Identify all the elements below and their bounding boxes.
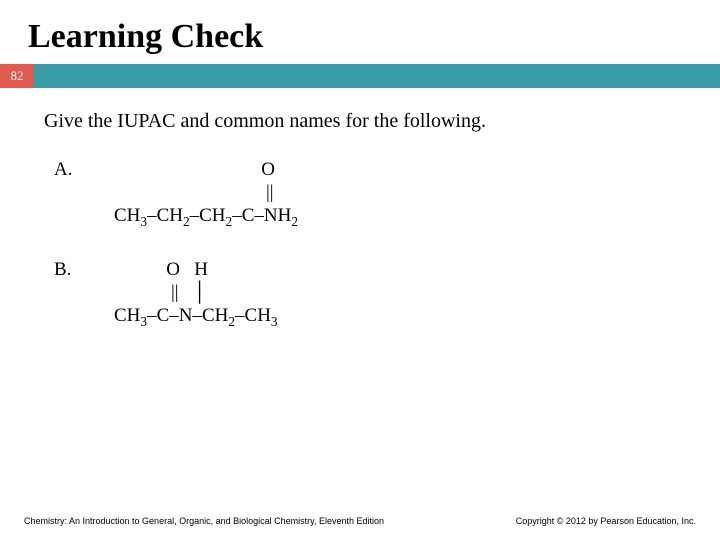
footer-copyright: Copyright © 2012 by Pearson Education, I… — [516, 516, 696, 526]
structure-bond-line: || │ — [114, 282, 278, 305]
question-item: A. O || CH3–CH2–CH2–C–NH2 — [44, 159, 682, 229]
chemical-structure-a: O || CH3–CH2–CH2–C–NH2 — [114, 159, 298, 229]
question-item: B. O H || │ CH3–C–N–CH2–CH3 — [44, 259, 682, 329]
item-label-b: B. — [44, 259, 114, 329]
structure-bond-line: || — [114, 182, 298, 205]
question-prompt: Give the IUPAC and common names for the … — [44, 110, 682, 133]
item-label-a: A. — [44, 159, 114, 229]
footer-book-title: Chemistry: An Introduction to General, O… — [24, 516, 384, 526]
banner-fill — [34, 64, 720, 88]
structure-top-line: O H — [114, 259, 278, 282]
page-title: Learning Check — [0, 0, 720, 64]
structure-main-line: CH3–C–N–CH2–CH3 — [114, 305, 278, 330]
footer: Chemistry: An Introduction to General, O… — [0, 516, 720, 526]
content-area: Give the IUPAC and common names for the … — [0, 88, 720, 330]
page-number-badge: 82 — [0, 64, 34, 88]
structure-top-line: O — [114, 159, 298, 182]
chemical-structure-b: O H || │ CH3–C–N–CH2–CH3 — [114, 259, 278, 329]
title-banner: 82 — [0, 64, 720, 88]
structure-main-line: CH3–CH2–CH2–C–NH2 — [114, 205, 298, 230]
